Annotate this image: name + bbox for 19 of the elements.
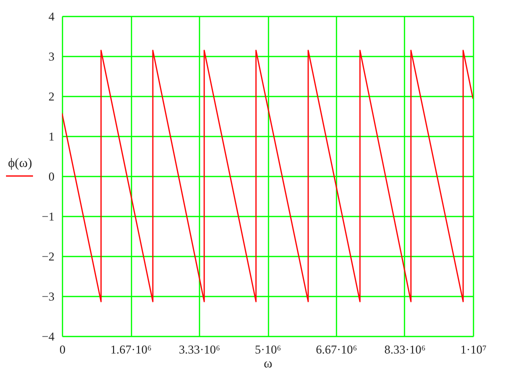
text: ϕ(ω) [8,155,32,170]
y-tick-label: 4 [48,10,54,24]
x-tick-label: 1·10⁷ [460,342,487,356]
x-tick-label: 5·10⁶ [254,342,282,356]
x-axis-title: ω [264,356,273,370]
x-tick-label: 6.67·10⁶ [316,342,358,356]
y-tick-label: −1 [42,210,54,224]
y-tick-label: 0 [48,170,54,184]
y-tick-label: 3 [48,50,54,64]
x-tick-label: 0 [60,342,66,356]
x-tick-label: 3.33·10⁶ [178,342,220,356]
y-tick-label: −2 [42,250,54,264]
y-tick-label: 1 [48,130,54,144]
line-series [62,50,473,302]
x-tick-label: 1.67·10⁶ [110,342,152,356]
y-tick-label: −4 [42,330,54,344]
y-tick-label: −3 [42,290,54,304]
x-tick-label: 8.33·10⁶ [384,342,426,356]
y-tick-label: 2 [48,90,54,104]
